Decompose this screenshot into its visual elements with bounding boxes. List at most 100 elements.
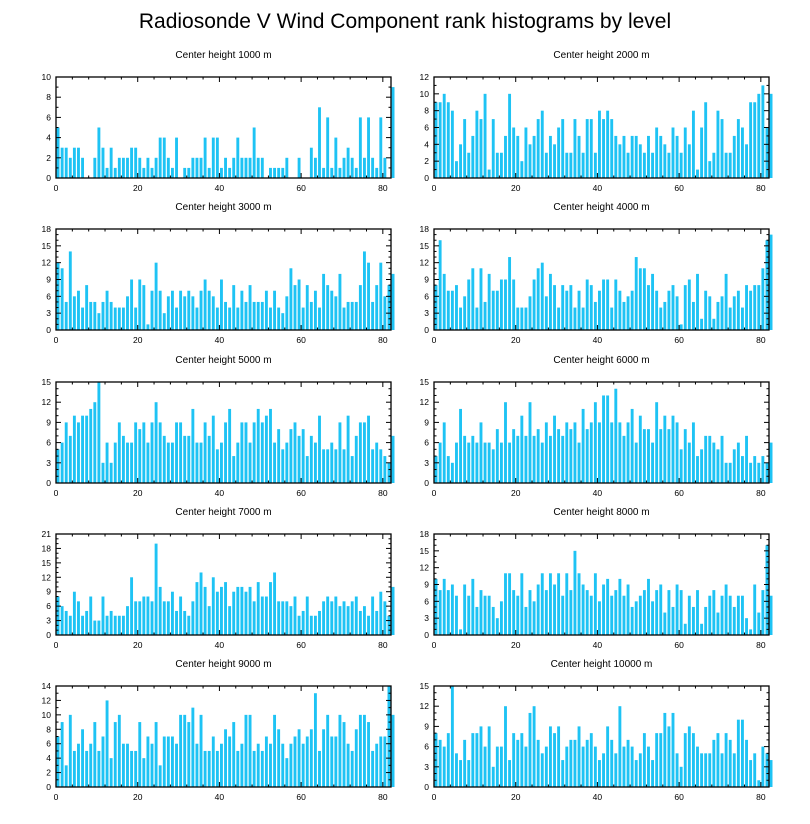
y-tick-label: 18 [420,529,430,539]
bar-rank-14 [113,442,117,483]
bar-rank-63 [313,693,317,787]
x-tick-label: 0 [54,183,59,193]
bar-rank-15 [495,746,499,787]
bar-rank-31 [561,595,565,635]
bar-rank-32 [187,290,191,330]
bar-rank-6 [81,415,84,483]
bar-rank-1 [438,240,442,330]
bar-rank-3 [68,251,72,330]
bar-rank-82 [391,586,395,635]
bar-rank-34 [573,119,577,178]
bar-rank-27 [166,296,170,330]
bar-rank-16 [121,157,125,178]
bar-rank-56 [285,758,289,787]
bar-rank-48 [630,290,634,330]
bar-rank-51 [642,268,646,330]
bar-rank-78 [753,285,757,330]
bar-rank-20 [516,307,520,330]
y-tick-label: 18 [42,543,52,553]
x-tick-label: 0 [432,792,437,802]
bar-rank-71 [724,273,728,330]
bar-rank-6 [459,629,462,635]
bar-rank-49 [634,135,638,178]
bar-rank-0 [56,127,60,178]
bar-rank-53 [273,572,277,635]
x-tick-label: 60 [674,792,684,802]
bar-rank-26 [540,110,544,178]
bar-rank-56 [285,601,289,635]
bar-rank-78 [375,610,379,635]
bar-rank-66 [326,449,330,483]
bar-rank-33 [569,285,573,330]
bar-rank-55 [659,733,663,787]
bar-rank-14 [113,167,117,178]
bar-rank-70 [720,595,724,635]
bar-rank-80 [383,296,387,330]
bar-rank-71 [724,584,728,635]
bar-rank-49 [256,582,260,635]
bar-rank-51 [642,429,646,483]
bar-rank-5 [77,290,80,330]
bar-rank-36 [581,152,585,178]
bar-rank-3 [446,456,450,483]
bar-rank-20 [138,722,142,787]
bar-rank-31 [561,435,565,483]
bar-rank-41 [224,422,227,483]
bar-rank-59 [297,615,301,635]
bar-rank-57 [289,606,293,635]
bar-rank-45 [240,157,244,178]
bar-rank-38 [211,137,215,178]
bar-rank-37 [207,750,211,787]
x-tick-label: 40 [593,335,603,345]
x-tick-label: 0 [432,488,437,498]
bar-rank-4 [450,290,454,330]
bar-rank-18 [130,147,134,178]
bar-rank-29 [553,415,556,483]
bar-rank-56 [663,712,667,787]
bar-rank-28 [170,736,174,787]
bar-rank-5 [77,422,80,483]
bar-rank-45 [240,586,244,635]
bar-rank-30 [179,596,183,635]
bar-rank-73 [354,729,358,787]
bar-rank-69 [338,714,342,787]
bar-rank-80 [383,456,387,483]
bar-rank-50 [638,144,642,178]
bar-rank-49 [256,743,260,787]
bar-rank-76 [367,415,370,483]
bar-rank-30 [557,307,561,330]
bar-rank-19 [512,590,516,635]
bar-rank-54 [277,429,281,483]
bar-rank-72 [350,601,354,635]
bar-rank-61 [305,285,309,330]
bar-rank-10 [475,733,479,787]
bar-rank-35 [577,573,581,635]
bar-rank-46 [622,301,626,330]
x-tick-label: 20 [133,183,143,193]
bar-rank-79 [757,285,761,330]
bar-rank-60 [679,324,683,330]
y-tick-label: 12 [420,701,430,711]
bar-rank-40 [598,422,601,483]
y-tick-label: 3 [46,308,51,318]
bar-rank-48 [630,746,634,787]
histogram-panel-7: Center height 7000 m 0 20 40 60 80 0 3 6 9 12 15 18 2… [12,501,402,661]
bar-rank-21 [142,285,146,330]
x-tick-label: 80 [756,488,766,498]
bar-rank-11 [101,462,105,483]
bar-rank-14 [491,449,495,483]
bar-rank-21 [520,415,524,483]
bar-rank-66 [326,714,330,787]
bar-rank-9 [471,733,475,787]
y-tick-label: 12 [42,572,52,582]
bar-rank-3 [68,615,72,635]
bar-rank-18 [130,279,134,330]
bar-rank-28 [548,273,552,330]
bar-rank-39 [215,449,219,483]
x-tick-label: 40 [215,183,225,193]
bar-rank-60 [301,743,305,787]
bar-rank-1 [60,722,64,787]
bar-rank-18 [508,442,512,483]
bar-rank-42 [606,395,610,483]
bar-rank-80 [383,601,387,635]
